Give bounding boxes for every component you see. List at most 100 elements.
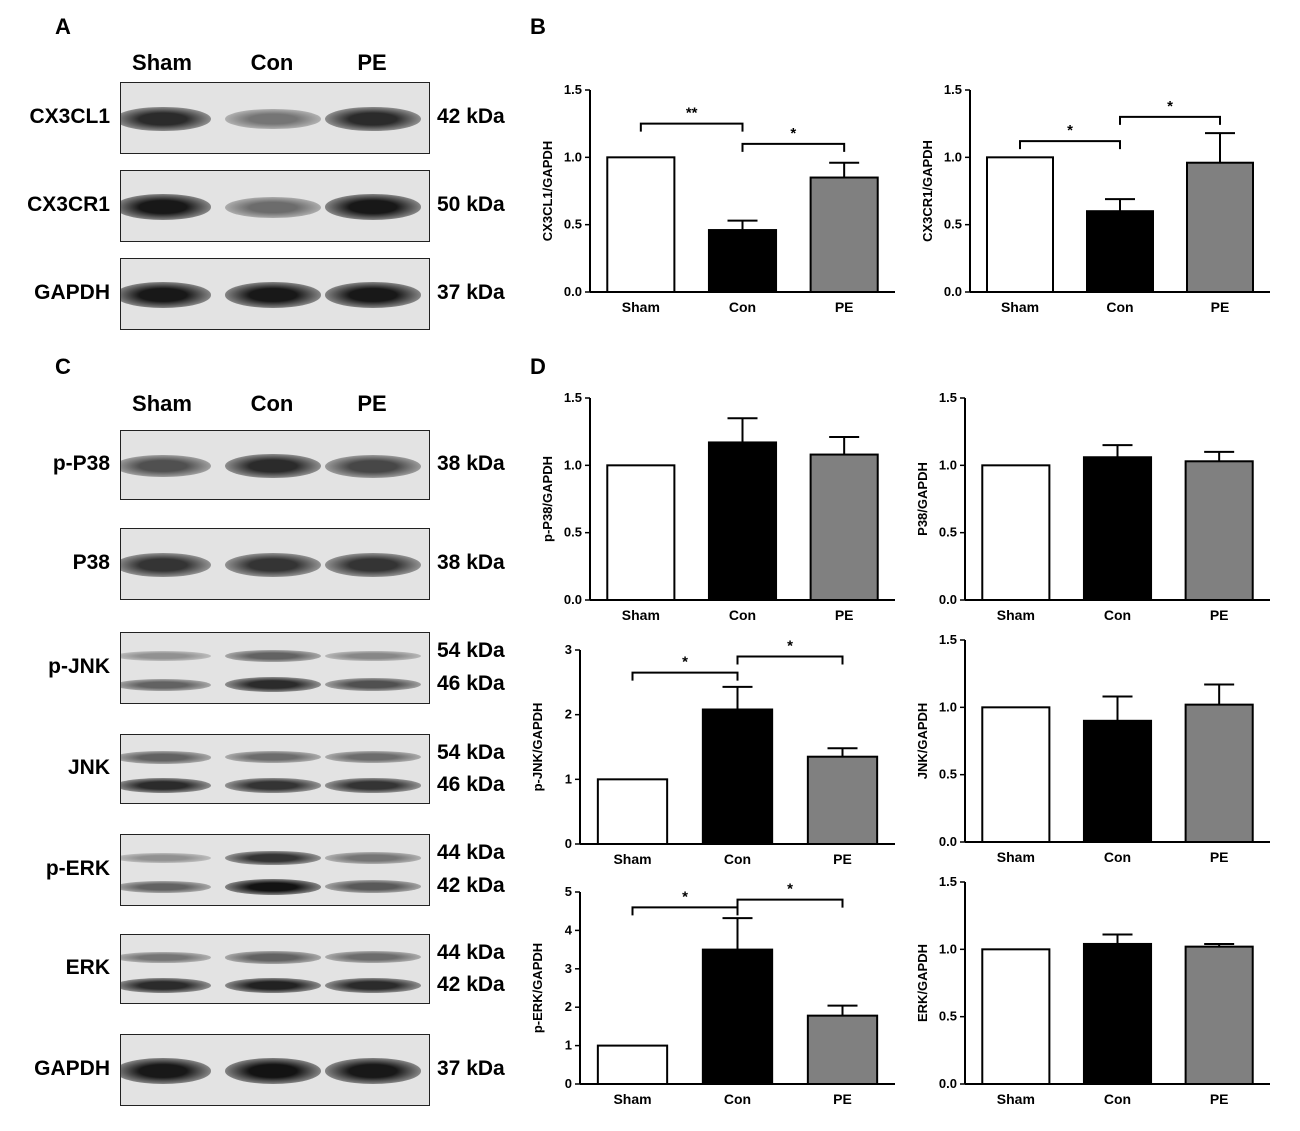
significance-label: *	[1067, 122, 1073, 139]
y-tick-label: 1.0	[944, 149, 962, 164]
blot-band	[121, 951, 211, 964]
x-tick-label: Con	[724, 851, 751, 867]
y-tick-label: 0.0	[564, 284, 582, 299]
y-tick-label: 0.0	[939, 1076, 957, 1091]
kda-label: 46 kDa	[437, 772, 505, 796]
x-tick-label: Sham	[613, 1091, 651, 1107]
y-tick-label: 1.5	[939, 632, 957, 647]
y-axis-label: p-P38/GAPDH	[540, 456, 555, 542]
blot-band	[325, 751, 421, 764]
y-tick-label: 0.5	[939, 767, 957, 782]
bar-pe	[809, 453, 879, 601]
bar-pe	[1184, 460, 1254, 601]
blot-jnk	[120, 734, 430, 804]
significance-label: *	[682, 888, 688, 905]
bar-pe	[1184, 703, 1254, 843]
blot-band	[325, 880, 421, 894]
bar-sham	[981, 464, 1051, 602]
blot-band	[225, 951, 321, 964]
blot-band	[325, 1058, 421, 1084]
blot-band	[225, 282, 321, 308]
significance-bracket	[741, 142, 846, 152]
significance-bracket	[736, 655, 844, 665]
blot-band	[325, 650, 421, 662]
y-tick-label: 0.0	[944, 284, 962, 299]
blot-erk	[120, 934, 430, 1004]
blot-band	[121, 106, 211, 132]
y-tick-label: 1.5	[944, 82, 962, 97]
y-tick-label: 0	[565, 1076, 572, 1091]
kda-label: 42 kDa	[437, 972, 505, 996]
blot-p-erk	[120, 834, 430, 906]
panel-label-a: A	[55, 14, 71, 39]
significance-label: *	[787, 881, 793, 898]
blot-band	[325, 282, 421, 308]
x-tick-label: Sham	[997, 1091, 1035, 1107]
blot-band	[225, 850, 321, 866]
blot-p-jnk	[120, 632, 430, 704]
blot-band	[121, 194, 211, 220]
lane-label-sham: Sham	[132, 391, 192, 416]
y-axis-label: p-ERK/GAPDH	[530, 943, 545, 1033]
x-tick-label: Con	[1104, 849, 1131, 865]
significance-label: *	[682, 654, 688, 671]
blot-band	[325, 852, 421, 864]
y-tick-label: 0.5	[944, 217, 962, 232]
blot-cx3cr1	[120, 170, 430, 242]
blot-band	[225, 977, 321, 993]
y-tick-label: 0.0	[939, 834, 957, 849]
significance-label: *	[790, 125, 796, 142]
significance-label: *	[1167, 98, 1173, 115]
bar-con	[707, 441, 778, 601]
y-tick-label: 1.0	[564, 149, 582, 164]
protein-label: ERK	[65, 956, 110, 979]
blot-band	[121, 978, 211, 993]
lane-label-sham: Sham	[132, 50, 192, 75]
blot-band	[325, 553, 421, 577]
y-tick-label: 1.0	[939, 457, 957, 472]
lane-label-pe: PE	[357, 391, 387, 416]
kda-label: 37 kDa	[437, 281, 505, 304]
bar-sham	[596, 778, 669, 845]
y-tick-label: 3	[565, 961, 572, 976]
protein-label: P38	[72, 551, 110, 574]
kda-label: 44 kDa	[437, 841, 505, 865]
kda-label: 38 kDa	[437, 551, 505, 574]
y-tick-label: 1.5	[939, 390, 957, 405]
chart-p-erk-gapdh: 0 1 2 3 4 5 p-ERK/GAPDH Sham Con PE * *	[530, 881, 895, 1107]
y-tick-label: 1.0	[564, 457, 582, 472]
x-tick-label: Con	[1106, 299, 1133, 315]
lane-label-con: Con	[250, 50, 294, 75]
blot-band	[121, 678, 211, 692]
protein-label: p-ERK	[45, 857, 110, 880]
blot-band	[325, 454, 421, 478]
y-tick-label: 1.5	[564, 390, 582, 405]
bar-pe	[806, 755, 879, 845]
blot-band	[225, 649, 321, 663]
kda-label: 37 kDa	[437, 1057, 505, 1080]
bar-con	[1082, 942, 1153, 1085]
significance-label: **	[686, 105, 698, 122]
y-axis-label: CX3CR1/GAPDH	[920, 140, 935, 242]
bar-sham	[596, 1044, 669, 1086]
x-tick-label: PE	[1211, 299, 1230, 315]
blot-band	[121, 880, 211, 894]
x-tick-label: Con	[1104, 1091, 1131, 1107]
bar-sham	[986, 156, 1054, 294]
y-tick-label: 0	[565, 836, 572, 851]
x-tick-label: PE	[1210, 1091, 1229, 1107]
bar-con	[1086, 210, 1154, 293]
protein-label: GAPDH	[34, 1057, 110, 1080]
lane-label-pe: PE	[357, 50, 387, 75]
significance-bracket	[631, 906, 739, 916]
significance-label: *	[787, 637, 793, 654]
kda-label: 42 kDa	[437, 874, 505, 898]
x-tick-label: Sham	[622, 607, 660, 623]
y-tick-label: 0.5	[939, 1009, 957, 1024]
kda-label: 46 kDa	[437, 672, 505, 696]
kda-label: 54 kDa	[437, 639, 505, 663]
bar-sham	[606, 156, 676, 294]
bar-con	[701, 708, 774, 845]
bar-sham	[606, 464, 676, 602]
y-axis-label: ERK/GAPDH	[915, 944, 930, 1022]
